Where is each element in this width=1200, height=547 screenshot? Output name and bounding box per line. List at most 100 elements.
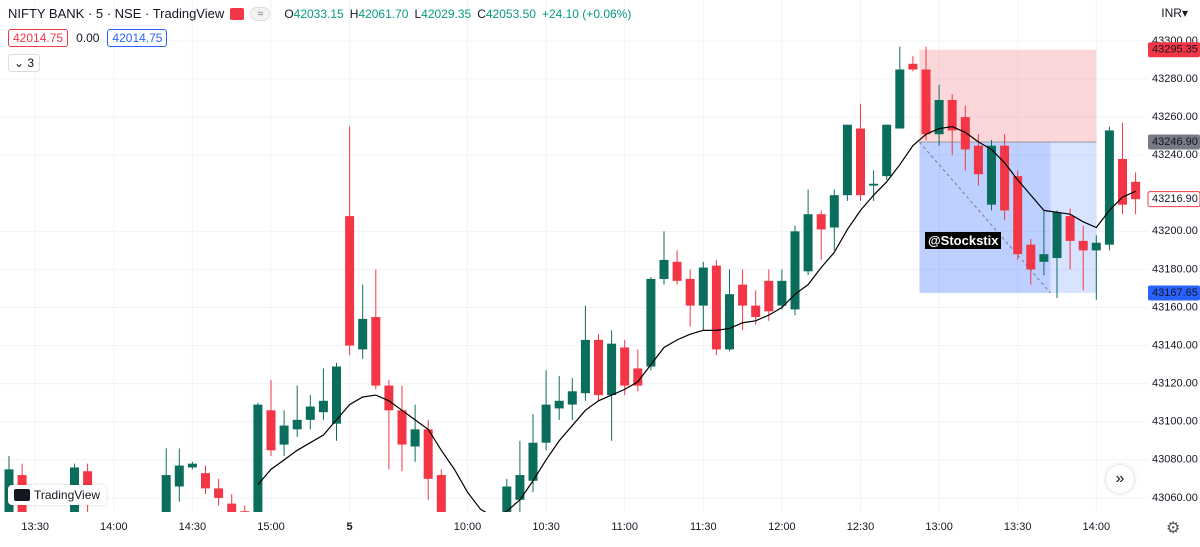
candle-body bbox=[266, 410, 276, 451]
settings[interactable]: ⚙ bbox=[1166, 520, 1181, 537]
candle-body bbox=[777, 280, 787, 306]
candle-body bbox=[528, 442, 538, 481]
moving-average bbox=[257, 126, 1136, 512]
x-tick-label: 11:00 bbox=[611, 521, 638, 533]
price-tag-label: 43246.90 bbox=[1152, 136, 1198, 148]
price-tag bbox=[1147, 191, 1200, 208]
symbol-title[interactable]: NIFTY BANK · 5 · NSE · TradingView bbox=[8, 6, 225, 21]
candle-body bbox=[738, 284, 748, 306]
candle-body bbox=[541, 404, 551, 443]
candle-body bbox=[803, 214, 813, 272]
x-tick-label: 14:00 bbox=[1083, 521, 1111, 533]
candle-body bbox=[1131, 181, 1141, 200]
candle-body bbox=[1000, 145, 1010, 211]
ohlc-key: H bbox=[349, 6, 359, 21]
ohlc-readout: O42033.15 H42061.70 L42029.35 C42053.50 … bbox=[284, 7, 631, 21]
candle-body bbox=[345, 216, 355, 346]
candle-body bbox=[187, 463, 197, 468]
candle-body bbox=[987, 145, 996, 205]
candle-body bbox=[332, 366, 341, 424]
candle-body bbox=[973, 145, 983, 175]
tv-logo[interactable]: TradingView bbox=[8, 485, 107, 505]
price-tag-label: 43216.90 bbox=[1152, 193, 1198, 205]
flag-icon[interactable] bbox=[230, 7, 245, 20]
scroll-forward[interactable]: » bbox=[1106, 465, 1134, 493]
candle-body bbox=[842, 124, 852, 196]
candle-body bbox=[751, 305, 761, 318]
candle-body bbox=[214, 488, 224, 498]
compare-pill[interactable]: ≈ bbox=[250, 6, 271, 21]
candle-body bbox=[856, 128, 865, 196]
plot-area bbox=[0, 0, 1148, 512]
x-tick-label: 5 bbox=[347, 521, 353, 533]
sell-box[interactable]: 42014.75 bbox=[8, 29, 69, 47]
y-tick-label: 43180.00 bbox=[1152, 263, 1198, 275]
indicator-toggle[interactable]: ⌄ 3 bbox=[8, 54, 41, 72]
candle-body bbox=[201, 473, 210, 489]
ohlc-value: 42053.50 bbox=[485, 6, 536, 21]
candle-body bbox=[174, 465, 184, 487]
candle-body bbox=[305, 406, 315, 420]
candle-body bbox=[790, 231, 800, 310]
y-tick-label: 43120.00 bbox=[1152, 378, 1198, 390]
y-tick-label: 43240.00 bbox=[1152, 149, 1198, 161]
candle-body bbox=[554, 400, 564, 409]
bid-ask-row: 42014.75 0.00 42014.75 bbox=[8, 29, 168, 47]
candle-body bbox=[960, 117, 970, 150]
y-tick-label: 43200.00 bbox=[1152, 225, 1198, 237]
candle-body bbox=[1039, 254, 1049, 262]
candle-body bbox=[1013, 176, 1023, 255]
ohlc-key: O bbox=[284, 6, 294, 21]
candle-body bbox=[318, 400, 328, 413]
candle-body bbox=[620, 347, 630, 386]
candle-body bbox=[895, 69, 905, 129]
x-tick-label: 12:30 bbox=[847, 521, 875, 533]
candle-body bbox=[580, 339, 590, 394]
y-tick-label: 43060.00 bbox=[1152, 492, 1198, 504]
candle-body bbox=[1118, 158, 1127, 205]
candle-body bbox=[882, 124, 892, 177]
candle-body bbox=[161, 475, 171, 512]
y-tick-label: 43100.00 bbox=[1152, 416, 1198, 428]
y-tick-label: 43280.00 bbox=[1152, 73, 1198, 85]
spread: 0.00 bbox=[76, 31, 100, 45]
ohlc-value: 42061.70 bbox=[358, 6, 409, 21]
ohlc-key: C bbox=[477, 6, 486, 21]
buy-box[interactable]: 42014.75 bbox=[107, 29, 168, 47]
candle-body bbox=[253, 404, 263, 512]
profit-zone bbox=[919, 49, 1097, 143]
candle-body bbox=[410, 429, 420, 447]
currency-label: INR bbox=[1161, 6, 1182, 20]
candle-body bbox=[607, 343, 617, 396]
candle-body bbox=[934, 99, 944, 135]
symbol-header: NIFTY BANK · 5 · NSE · TradingView ≈ O42… bbox=[8, 6, 631, 21]
candle-body bbox=[725, 294, 734, 350]
price-tag-label: 43295.35 bbox=[1152, 44, 1198, 56]
candle-body bbox=[1052, 212, 1062, 258]
y-tick-label: 43160.00 bbox=[1152, 301, 1198, 313]
candle-body bbox=[711, 265, 721, 350]
candle-body bbox=[384, 385, 394, 411]
candle-body bbox=[515, 475, 525, 500]
y-tick-label: 43140.00 bbox=[1152, 339, 1198, 351]
candle-body bbox=[921, 69, 931, 135]
axes: 43060.00 43080.00 43100.00 43120.00 43140.00… bbox=[21, 35, 1200, 533]
ohlc-value: 42033.15 bbox=[293, 6, 344, 21]
candle-body bbox=[659, 259, 669, 279]
x-tick-label: 13:30 bbox=[1004, 521, 1032, 533]
candle-body bbox=[1065, 216, 1075, 241]
price-tag bbox=[1148, 42, 1200, 58]
ohlc-change: +24.10 (+0.06%) bbox=[541, 6, 632, 21]
candle-body bbox=[397, 410, 407, 445]
x-tick-label: 13:30 bbox=[21, 521, 49, 533]
candle-body bbox=[672, 261, 682, 281]
price-tag bbox=[1148, 285, 1200, 301]
currency[interactable]: INR▾ bbox=[1161, 6, 1188, 20]
candle-body bbox=[502, 486, 512, 512]
candle-body bbox=[1078, 240, 1088, 251]
candle-body bbox=[423, 429, 433, 479]
logo-text: TradingView bbox=[34, 488, 101, 502]
logo-icon bbox=[14, 489, 30, 501]
